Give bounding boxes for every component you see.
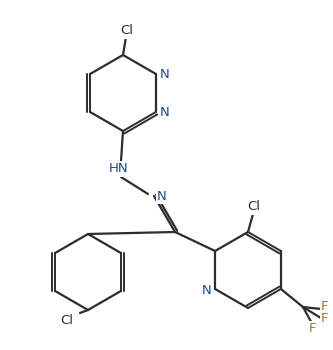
- Text: HN: HN: [109, 162, 129, 175]
- Text: Cl: Cl: [121, 25, 134, 37]
- Text: F: F: [309, 322, 317, 336]
- Text: F: F: [321, 301, 329, 314]
- Text: N: N: [157, 189, 167, 203]
- Text: Cl: Cl: [247, 201, 260, 214]
- Text: F: F: [321, 313, 329, 326]
- Text: N: N: [160, 68, 169, 80]
- Text: Cl: Cl: [61, 314, 74, 327]
- Text: N: N: [201, 285, 211, 297]
- Text: N: N: [160, 105, 169, 119]
